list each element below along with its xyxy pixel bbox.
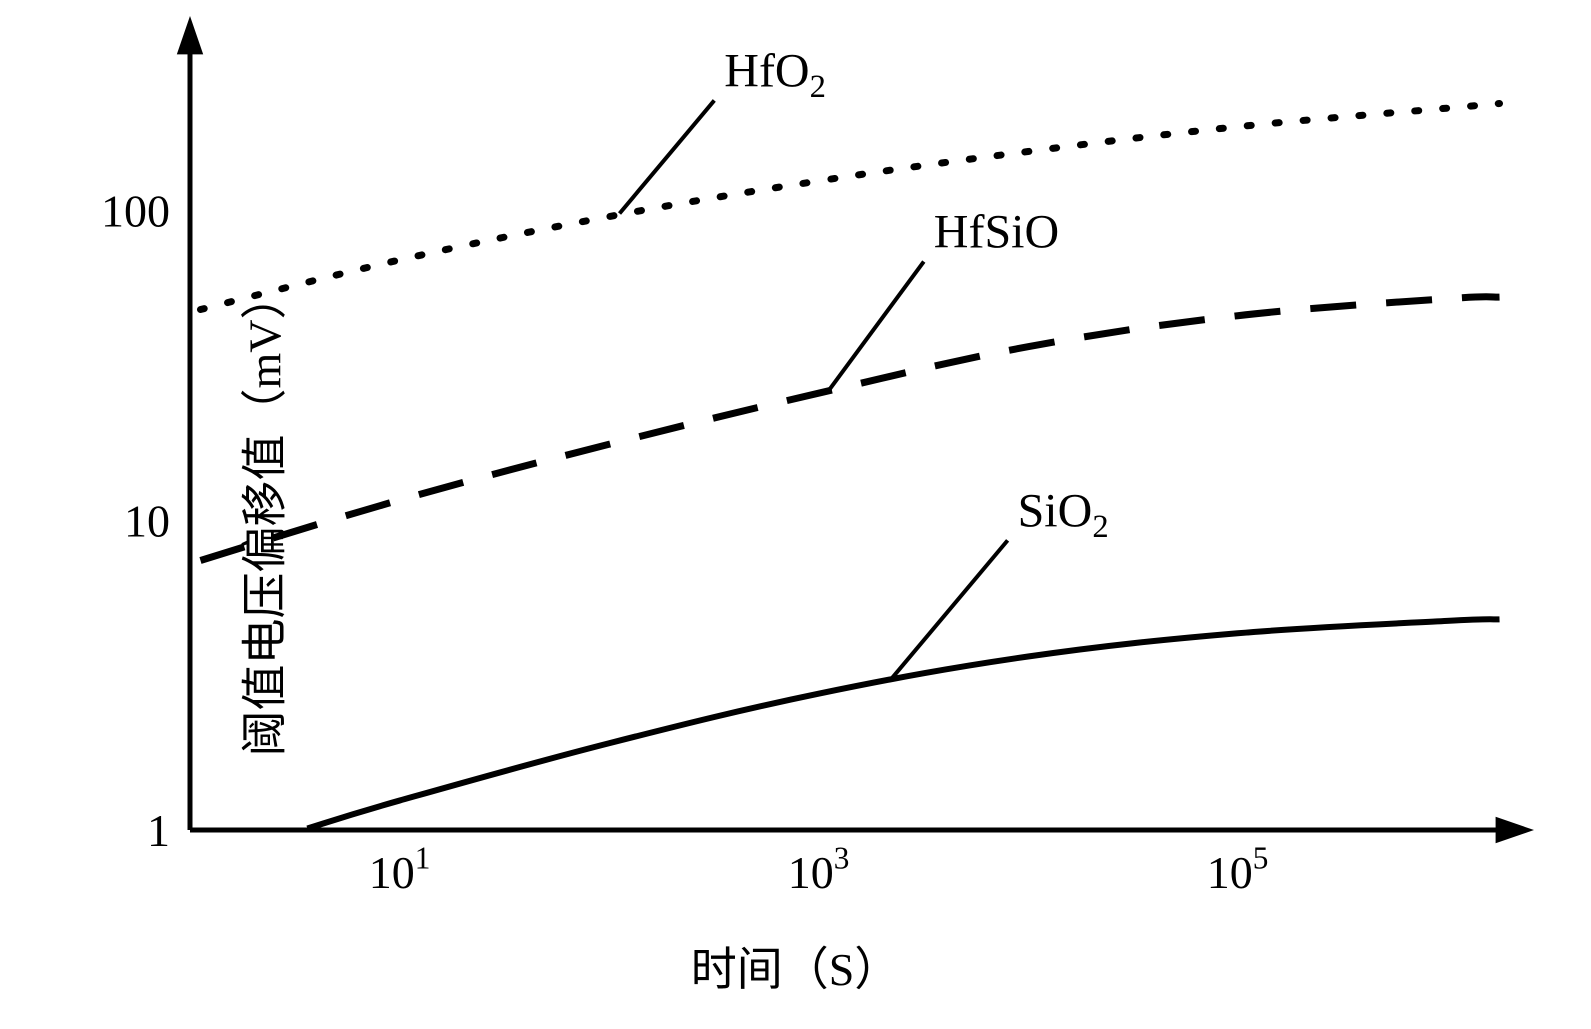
svg-text:HfO2: HfO2 — [724, 44, 826, 105]
svg-text:100: 100 — [101, 185, 170, 236]
svg-text:103: 103 — [788, 841, 850, 898]
svg-text:105: 105 — [1207, 841, 1269, 898]
svg-text:SiO2: SiO2 — [1018, 484, 1109, 545]
x-axis-label: 时间（S） — [691, 933, 901, 999]
svg-text:1: 1 — [147, 805, 170, 856]
svg-text:HfSiO: HfSiO — [934, 206, 1059, 259]
chart-container: 1 10 100 101 103 105 HfO2 HfSiO SiO2 阈值电压偏移值（mV）… — [0, 0, 1591, 1029]
svg-text:10: 10 — [124, 495, 170, 546]
svg-text:101: 101 — [369, 841, 431, 898]
y-axis-label: 阈值电压偏移值（mV） — [229, 273, 295, 756]
